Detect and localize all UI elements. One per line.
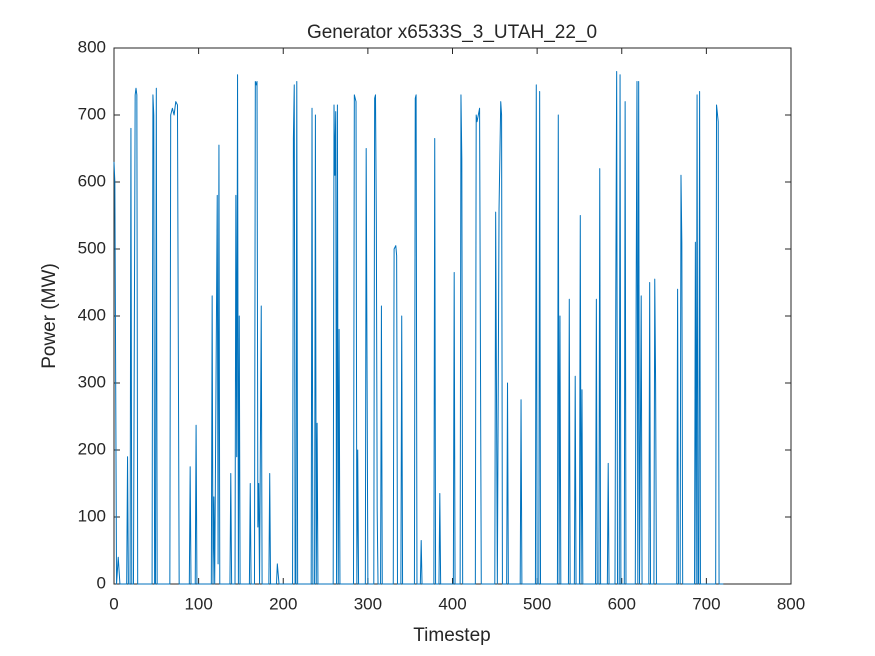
x-tick-label: 400 <box>438 594 466 613</box>
data-line <box>113 70 724 585</box>
x-tick-label: 300 <box>354 594 382 613</box>
x-tick-label: 100 <box>184 594 212 613</box>
y-tick-label: 400 <box>78 305 106 324</box>
y-tick-label: 600 <box>78 171 106 190</box>
x-tick-label: 200 <box>269 594 297 613</box>
y-tick-label: 500 <box>78 238 106 257</box>
y-tick-label: 300 <box>78 372 106 391</box>
y-tick-label: 0 <box>97 573 106 592</box>
y-tick-label: 200 <box>78 439 106 458</box>
y-tick-label: 700 <box>78 104 106 123</box>
x-tick-label: 0 <box>109 594 118 613</box>
y-tick-label: 800 <box>78 37 106 56</box>
x-axis-label: Timestep <box>413 625 490 646</box>
chart-title: Generator x6533S_3_UTAH_22_0 <box>307 22 597 43</box>
y-tick-label: 100 <box>78 506 106 525</box>
x-tick-label: 800 <box>777 594 805 613</box>
y-axis-label: Power (MW) <box>39 263 60 369</box>
x-tick-label: 500 <box>523 594 551 613</box>
x-tick-label: 700 <box>692 594 720 613</box>
x-tick-label: 600 <box>608 594 636 613</box>
